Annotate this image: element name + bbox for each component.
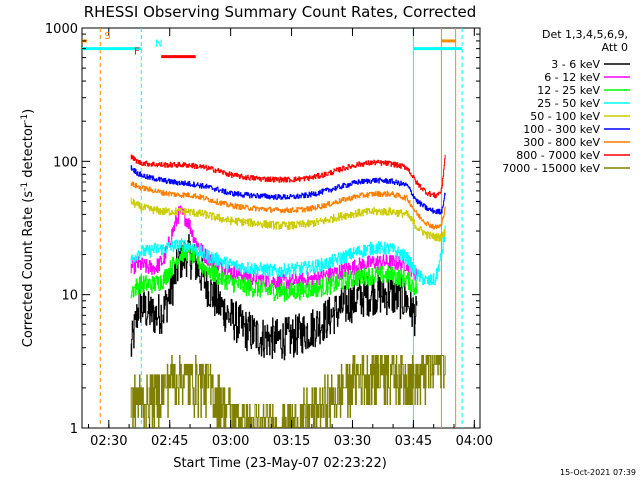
x-tick-label: 02:45 bbox=[151, 434, 188, 449]
legend-label: 50 - 100 keV bbox=[530, 110, 600, 123]
chart-title: RHESSI Observing Summary Count Rates, Co… bbox=[84, 3, 477, 21]
legend-header: Att 0 bbox=[602, 41, 628, 54]
x-tick-label: 03:00 bbox=[212, 434, 249, 449]
x-axis-label: Start Time (23-May-07 02:23:22) bbox=[173, 456, 387, 471]
x-tick-label: 03:30 bbox=[334, 434, 371, 449]
legend-label: 25 - 50 keV bbox=[537, 97, 600, 110]
x-tick-label: 03:15 bbox=[273, 434, 310, 449]
series-line bbox=[130, 165, 446, 215]
state-label: N bbox=[155, 39, 162, 50]
series-line bbox=[130, 154, 446, 199]
y-tick-label: 100 bbox=[53, 155, 78, 170]
state-label: S bbox=[104, 31, 110, 42]
series-line bbox=[130, 197, 446, 242]
legend-label: 6 - 12 keV bbox=[544, 71, 600, 84]
x-tick-label: 02:30 bbox=[90, 434, 127, 449]
legend-label: 7000 - 15000 keV bbox=[502, 162, 600, 175]
y-tick-label: 1 bbox=[70, 422, 78, 437]
x-tick-label: 03:45 bbox=[395, 434, 432, 449]
series-line bbox=[130, 205, 418, 290]
x-axis: 02:30 02:45 03:00 03:15 03:30 03:45 04:00 bbox=[87, 28, 493, 449]
legend-header: Det 1,3,4,5,6,9, bbox=[542, 28, 628, 41]
y-axis-label: Corrected Count Rate (s-1 detector-1) bbox=[20, 109, 36, 347]
legend-label: 3 - 6 keV bbox=[551, 58, 600, 71]
legend-label: 800 - 7000 keV bbox=[516, 149, 600, 162]
footer-timestamp: 15-Oct-2021 07:39 bbox=[560, 468, 636, 477]
y-axis: 1 10 100 1000 bbox=[45, 22, 480, 437]
series-line bbox=[130, 225, 446, 286]
series-line bbox=[130, 243, 418, 302]
series-line bbox=[130, 355, 446, 428]
legend-label: 100 - 300 keV bbox=[523, 123, 600, 136]
legend-label: 12 - 25 keV bbox=[537, 84, 600, 97]
series-layer bbox=[130, 154, 446, 428]
legend-label: 300 - 800 keV bbox=[523, 136, 600, 149]
state-label: F bbox=[134, 47, 140, 58]
x-tick-label: 04:00 bbox=[456, 434, 493, 449]
series-line bbox=[130, 181, 446, 230]
y-tick-label: 1000 bbox=[45, 22, 78, 37]
plot-frame bbox=[81, 27, 481, 429]
y-tick-label: 10 bbox=[61, 289, 78, 304]
